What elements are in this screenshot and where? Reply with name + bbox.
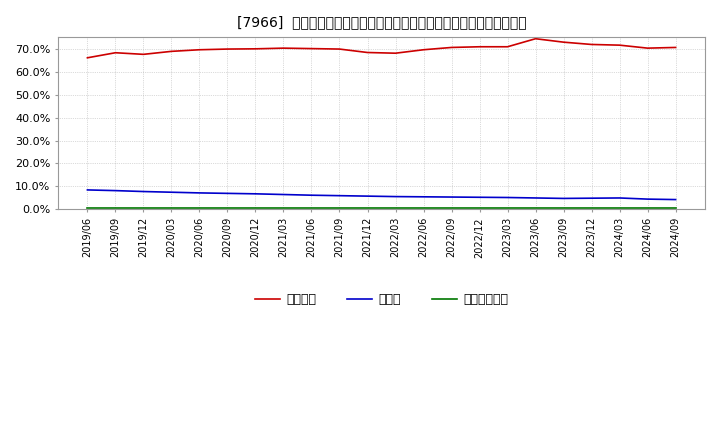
自己資本	[111, 50, 120, 55]
のれん	[167, 190, 176, 195]
のれん	[363, 194, 372, 199]
のれん	[195, 190, 204, 195]
自己資本	[83, 55, 91, 60]
のれん	[111, 188, 120, 193]
のれん	[447, 194, 456, 200]
繰延税金資産	[251, 205, 260, 210]
繰延税金資産	[336, 205, 344, 210]
自己資本	[279, 45, 288, 51]
繰延税金資産	[167, 205, 176, 210]
繰延税金資産	[363, 205, 372, 210]
のれん	[391, 194, 400, 199]
のれん	[531, 195, 540, 201]
繰延税金資産	[419, 205, 428, 210]
繰延税金資産	[503, 205, 512, 210]
繰延税金資産	[475, 205, 484, 210]
自己資本	[195, 47, 204, 52]
のれん	[139, 189, 148, 194]
のれん	[307, 193, 316, 198]
自己資本	[643, 45, 652, 51]
Legend: 自己資本, のれん, 繰延税金資産: 自己資本, のれん, 繰延税金資産	[250, 288, 513, 311]
Line: のれん: のれん	[87, 190, 675, 200]
のれん	[475, 194, 484, 200]
繰延税金資産	[531, 205, 540, 210]
自己資本	[251, 46, 260, 51]
のれん	[616, 195, 624, 201]
のれん	[503, 195, 512, 200]
繰延税金資産	[279, 205, 288, 210]
のれん	[336, 193, 344, 198]
自己資本	[336, 47, 344, 52]
繰延税金資産	[447, 205, 456, 210]
のれん	[643, 197, 652, 202]
自己資本	[671, 45, 680, 50]
繰延税金資産	[83, 205, 91, 210]
のれん	[588, 195, 596, 201]
自己資本	[503, 44, 512, 49]
繰延税金資産	[559, 205, 568, 210]
のれん	[419, 194, 428, 199]
Title: [7966]  自己資本、のれん、繰延税金資産の総資産に対する比率の推移: [7966] 自己資本、のれん、繰延税金資産の総資産に対する比率の推移	[237, 15, 526, 29]
繰延税金資産	[643, 205, 652, 210]
のれん	[251, 191, 260, 197]
のれん	[223, 191, 232, 196]
繰延税金資産	[671, 205, 680, 210]
のれん	[83, 187, 91, 193]
繰延税金資産	[307, 205, 316, 210]
自己資本	[307, 46, 316, 51]
自己資本	[447, 45, 456, 50]
のれん	[559, 196, 568, 201]
繰延税金資産	[616, 205, 624, 210]
繰延税金資産	[223, 205, 232, 210]
自己資本	[223, 47, 232, 52]
自己資本	[559, 40, 568, 45]
自己資本	[475, 44, 484, 49]
自己資本	[419, 47, 428, 52]
Line: 自己資本: 自己資本	[87, 39, 675, 58]
自己資本	[531, 36, 540, 41]
自己資本	[588, 42, 596, 47]
自己資本	[616, 43, 624, 48]
繰延税金資産	[139, 205, 148, 210]
繰延税金資産	[391, 205, 400, 210]
自己資本	[167, 49, 176, 54]
繰延税金資産	[195, 205, 204, 210]
のれん	[279, 192, 288, 197]
のれん	[671, 197, 680, 202]
繰延税金資産	[111, 205, 120, 210]
自己資本	[391, 51, 400, 56]
自己資本	[139, 52, 148, 57]
繰延税金資産	[588, 205, 596, 210]
自己資本	[363, 50, 372, 55]
